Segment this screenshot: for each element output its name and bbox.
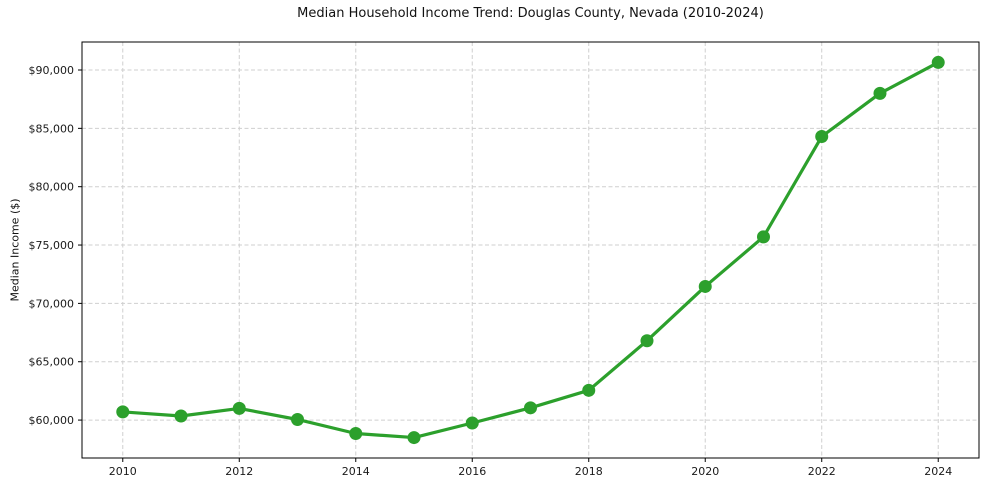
data-point-2014: [349, 426, 363, 440]
y-tick-label: $65,000: [29, 356, 75, 369]
data-point-2019: [640, 334, 654, 348]
x-tick-label: 2016: [458, 465, 486, 478]
data-point-2013: [291, 412, 305, 426]
y-axis-label: Median Income ($): [8, 198, 22, 302]
y-tick-label: $80,000: [29, 181, 75, 194]
y-tick-label: $90,000: [29, 64, 75, 77]
y-tick-label: $60,000: [29, 414, 75, 427]
data-line: [121, 60, 940, 440]
data-point-2018: [582, 383, 596, 397]
data-point-2022: [815, 130, 829, 144]
x-tick-label: 2012: [225, 465, 253, 478]
x-tick-label: 2022: [808, 465, 836, 478]
data-point-2023: [873, 86, 887, 100]
data-point-2020: [698, 279, 712, 293]
data-point-2016: [465, 416, 479, 430]
plot-border: [81, 41, 980, 459]
y-tick-label: $75,000: [29, 239, 75, 252]
data-point-2015: [407, 431, 421, 445]
data-point-2011: [174, 409, 188, 423]
y-tick-label: $70,000: [29, 297, 75, 310]
x-tick-label: 2010: [109, 465, 137, 478]
data-point-2024: [931, 55, 945, 69]
y-tick-label: $85,000: [29, 122, 75, 135]
x-tick-label: 2024: [924, 465, 952, 478]
x-tick-label: 2020: [691, 465, 719, 478]
x-tick-label: 2014: [342, 465, 370, 478]
data-point-2012: [232, 401, 246, 415]
data-point-2017: [524, 401, 537, 415]
data-point-2010: [116, 405, 130, 419]
chart-title: Median Household Income Trend: Douglas C…: [297, 6, 764, 21]
data-point-2021: [756, 230, 770, 244]
x-tick-label: 2018: [575, 465, 603, 478]
